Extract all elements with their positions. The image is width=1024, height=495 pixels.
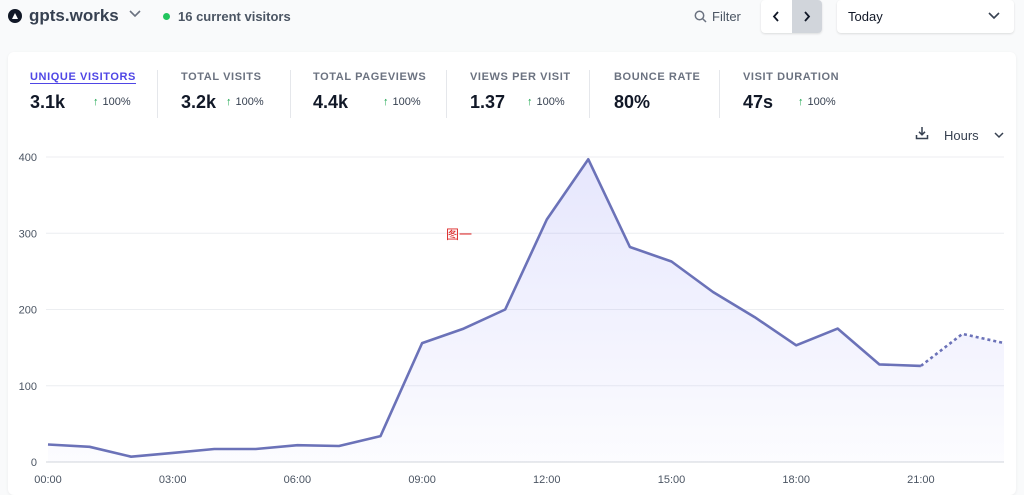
metric-value: 80% <box>614 92 651 112</box>
series-area <box>48 159 1004 463</box>
metric-title: UNIQUE VISITORS <box>30 71 136 83</box>
metric-divider <box>446 70 447 118</box>
metric-change-value: 100% <box>807 96 836 108</box>
chevron-down-icon <box>988 12 1000 20</box>
metric-change: ↑ 100% <box>383 96 421 108</box>
metric-title: VISIT DURATION <box>743 71 840 83</box>
metric-title: BOUNCE RATE <box>614 71 701 83</box>
metric-value: 47s <box>743 92 774 112</box>
x-tick-label: 03:00 <box>159 474 187 486</box>
metric-title: TOTAL VISITS <box>181 71 262 83</box>
y-tick-label: 300 <box>19 228 37 240</box>
metric-divider <box>589 70 590 118</box>
metric-change: ↑ 100% <box>226 96 264 108</box>
series-line <box>47 158 921 458</box>
y-tick-label: 100 <box>19 381 37 393</box>
metric-change-value: 100% <box>235 96 264 108</box>
metric-divider <box>719 70 720 118</box>
series-line-incomplete <box>920 332 1005 367</box>
metric-value: 1.37 <box>470 92 506 112</box>
search-icon <box>694 10 707 23</box>
x-tick-label: 09:00 <box>408 474 436 486</box>
metric-change-value: 100% <box>102 96 131 108</box>
interval-select[interactable]: Hours <box>944 127 1004 145</box>
metric-visit-duration[interactable]: VISIT DURATION 47s ↑ 100% <box>743 52 853 118</box>
chevron-left-icon <box>772 11 779 22</box>
top-bar: gpts.works 16 current visitors Filter To… <box>0 0 1024 34</box>
metric-change: ↑ 100% <box>527 96 565 108</box>
y-tick-label: 200 <box>19 305 37 317</box>
arrow-up-icon: ↑ <box>226 96 232 108</box>
download-icon <box>915 127 929 140</box>
metric-change: ↑ 100% <box>798 96 836 108</box>
chevron-right-icon <box>804 11 811 22</box>
y-tick-label: 0 <box>31 457 37 469</box>
y-tick-label: 400 <box>19 152 37 164</box>
x-tick-label: 06:00 <box>284 474 312 486</box>
live-indicator-icon <box>163 13 170 20</box>
current-visitors[interactable]: 16 current visitors <box>178 9 291 24</box>
metric-total-visits[interactable]: TOTAL VISITS 3.2k ↑ 100% <box>181 52 291 118</box>
metric-value: 3.2k <box>181 92 217 112</box>
metric-bounce-rate[interactable]: BOUNCE RATE 80% <box>614 52 714 118</box>
period-label: Today <box>848 9 883 24</box>
metric-change: ↑ 100% <box>93 96 131 108</box>
previous-period-button[interactable] <box>761 0 791 33</box>
period-select[interactable]: Today <box>837 0 1014 33</box>
metric-unique-visitors[interactable]: UNIQUE VISITORS 3.1k ↑ 100% <box>30 52 158 118</box>
x-tick-label: 12:00 <box>533 474 561 486</box>
arrow-up-icon: ↑ <box>383 96 389 108</box>
chevron-down-icon <box>994 132 1004 139</box>
interval-label: Hours <box>944 128 979 143</box>
x-tick-label: 18:00 <box>782 474 810 486</box>
arrow-up-icon: ↑ <box>798 96 804 108</box>
site-name[interactable]: gpts.works <box>29 6 119 25</box>
metric-total-pageviews[interactable]: TOTAL PAGEVIEWS 4.4k ↑ 100% <box>313 52 443 118</box>
x-tick-label: 21:00 <box>907 474 935 486</box>
metric-divider <box>290 70 291 118</box>
x-tick-label: 00:00 <box>34 474 62 486</box>
metric-change-value: 100% <box>536 96 565 108</box>
site-logo-icon <box>8 9 22 23</box>
x-tick-label: 15:00 <box>658 474 686 486</box>
metric-title: TOTAL PAGEVIEWS <box>313 71 427 83</box>
metric-change-value: 100% <box>392 96 421 108</box>
stats-card: 0 100 200 300 400 00:00 03:00 06:00 09:00 12:00 15… <box>8 52 1016 495</box>
metric-value: 4.4k <box>313 92 349 112</box>
filter-button[interactable]: Filter <box>694 6 754 28</box>
arrow-up-icon: ↑ <box>93 96 99 108</box>
metric-views-per-visit[interactable]: VIEWS PER VISIT 1.37 ↑ 100% <box>470 52 580 118</box>
next-period-button[interactable] <box>792 0 822 33</box>
metric-value: 3.1k <box>30 92 66 112</box>
visitors-chart[interactable]: 0 100 200 300 400 00:00 03:00 06:00 09:00 12:00 15… <box>8 52 1016 495</box>
date-pager <box>761 0 822 33</box>
site-chevron-down-icon[interactable] <box>129 10 141 18</box>
metric-divider <box>157 70 158 118</box>
annotation-label: 图一 <box>446 228 473 243</box>
metric-title: VIEWS PER VISIT <box>470 71 571 83</box>
arrow-up-icon: ↑ <box>527 96 533 108</box>
download-button[interactable] <box>915 126 929 145</box>
filter-label: Filter <box>712 9 741 24</box>
